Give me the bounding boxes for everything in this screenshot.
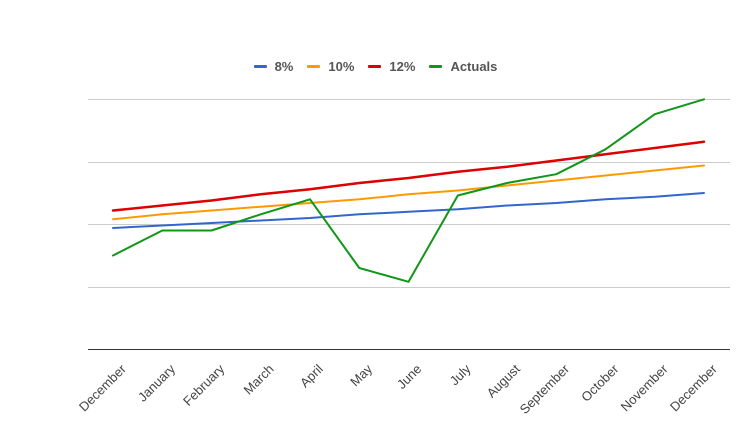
legend-swatch xyxy=(253,65,267,68)
x-tick-label: October xyxy=(578,361,622,405)
x-tick-label: December xyxy=(76,361,129,414)
x-axis-ticks: December January February March April May June… xyxy=(76,361,720,417)
x-tick-label: December xyxy=(667,361,720,414)
x-tick-label: November xyxy=(618,361,671,414)
series-group xyxy=(111,98,706,283)
legend-item-12pct[interactable]: 12% xyxy=(368,59,415,74)
legend-label: 12% xyxy=(389,59,416,74)
x-tick-label: March xyxy=(241,361,277,397)
legend-item-10pct[interactable]: 10% xyxy=(307,59,354,74)
x-tick-label: January xyxy=(135,361,179,405)
x-tick-label: April xyxy=(297,361,326,390)
legend-item-actuals[interactable]: Actuals xyxy=(429,59,497,74)
x-tick-label: February xyxy=(180,361,228,409)
x-tick-label: July xyxy=(447,361,474,388)
series-line-actuals[interactable] xyxy=(112,98,705,283)
x-tick-label: May xyxy=(347,361,375,389)
x-tick-label: September xyxy=(517,361,573,417)
legend-swatch xyxy=(307,65,321,68)
series-line-12pct[interactable] xyxy=(111,140,706,212)
legend-label: 10% xyxy=(328,59,355,74)
legend-label: Actuals xyxy=(450,59,498,74)
legend-swatch xyxy=(429,65,443,68)
legend-swatch xyxy=(368,65,382,68)
legend-label: 8% xyxy=(274,59,294,74)
legend-item-8pct[interactable]: 8% xyxy=(253,59,294,74)
series-line-8pct[interactable] xyxy=(112,192,705,229)
x-tick-label: June xyxy=(394,361,425,392)
x-tick-label: August xyxy=(484,361,523,400)
chart-legend: 8% 10% 12% Actuals xyxy=(0,59,751,74)
series-line-10pct[interactable] xyxy=(112,164,705,221)
